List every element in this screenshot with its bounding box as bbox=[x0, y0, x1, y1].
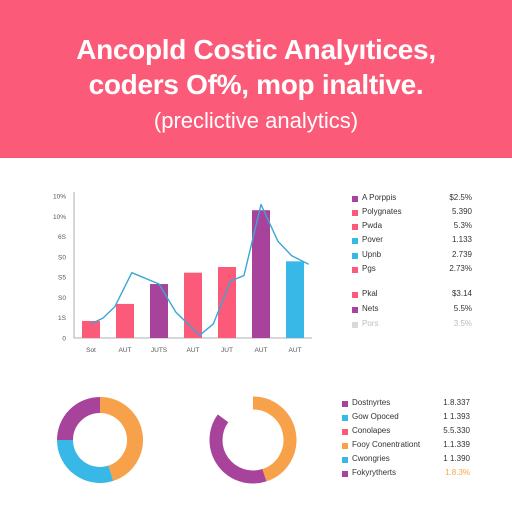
legend-label: Gow Opoced bbox=[352, 412, 399, 421]
page-subtitle: (preclictive analytics) bbox=[153, 108, 359, 133]
legend-label: Conolapes bbox=[352, 426, 391, 435]
legend-label: Fooy Conentrationt bbox=[352, 440, 421, 449]
donut-chart-1-slice-2 bbox=[57, 439, 114, 483]
y-tick-label: S5 bbox=[58, 275, 66, 282]
legend-value: 5.3% bbox=[453, 221, 472, 230]
donut-legend: Dostnyrtes 1.8.337 Gow Opoced 1 1.393 Conola… bbox=[342, 398, 470, 488]
donut-legend-item: Dostnyrtes 1.8.337 bbox=[342, 398, 470, 410]
y-tick-label: 10% bbox=[53, 194, 66, 201]
legend-swatch bbox=[352, 224, 358, 230]
bar-legend-item: Pkal $3.14 bbox=[352, 289, 472, 301]
legend-value: 1 1.390 bbox=[443, 454, 470, 463]
bar-7 bbox=[286, 261, 304, 338]
donut-chart-1-slice-3 bbox=[57, 397, 101, 441]
legend-swatch bbox=[352, 267, 358, 273]
legend-swatch bbox=[352, 322, 358, 328]
y-tick-label: 10% bbox=[53, 214, 66, 221]
x-tick-label: JUTS bbox=[151, 347, 168, 354]
legend-value: 5.5% bbox=[453, 304, 472, 313]
legend-value: 5.390 bbox=[451, 207, 472, 216]
bar-legend-item: Upnb 2.739 bbox=[352, 250, 472, 262]
bar-legend-item: A Porppis $2.5% bbox=[352, 193, 472, 205]
y-tick-label: S0 bbox=[58, 254, 66, 261]
legend-swatch bbox=[352, 196, 358, 202]
legend-swatch bbox=[342, 471, 348, 477]
donut-chart-2 bbox=[209, 396, 297, 484]
donut-chart-1-slice-1 bbox=[99, 397, 143, 481]
page-title-line-1: Ancopld Costic Analyıtices, bbox=[76, 34, 436, 65]
x-tick-label: JUT bbox=[221, 347, 233, 354]
y-tick-label: S0 bbox=[58, 295, 66, 302]
y-tick-label: 6S bbox=[58, 234, 67, 241]
legend-value: 3.5% bbox=[453, 319, 472, 328]
legend-label: Pwda bbox=[362, 221, 383, 230]
donut-chart-2-slice-3 bbox=[217, 396, 254, 423]
legend-value: 2.739 bbox=[451, 250, 472, 259]
bar-legend-item: Pgs 2.73% bbox=[352, 264, 472, 276]
bar-2 bbox=[116, 303, 134, 338]
legend-value: $3.14 bbox=[451, 289, 472, 298]
donut-legend-item: Cwongries 1 1.390 bbox=[342, 454, 470, 466]
header-banner: Ancopld Costic Analyıtices, coders Of%, … bbox=[0, 0, 512, 158]
x-tick-label: Sot bbox=[86, 347, 96, 354]
legend-value: 5.5.330 bbox=[443, 426, 470, 435]
legend-label: Polygnates bbox=[362, 207, 402, 216]
x-tick-label: AUT bbox=[289, 347, 302, 354]
y-tick-label: 0 bbox=[62, 336, 66, 343]
legend-value: 1.8.337 bbox=[443, 398, 470, 407]
bar-legend-item: Pwda 5.3% bbox=[352, 221, 472, 233]
bar-legend-item: Pover 1.133 bbox=[352, 235, 472, 247]
legend-swatch bbox=[352, 307, 358, 313]
legend-label: Pover bbox=[362, 235, 383, 244]
legend-value: 2.73% bbox=[449, 264, 472, 273]
donut-chart-2-slice-1 bbox=[252, 396, 297, 482]
legend-value: 1 1.393 bbox=[443, 412, 470, 421]
legend-label: Dostnyrtes bbox=[352, 398, 391, 407]
legend-label: Fokyrytherts bbox=[352, 468, 397, 477]
legend-label: A Porppis bbox=[362, 193, 397, 202]
legend-swatch bbox=[352, 210, 358, 216]
legend-swatch bbox=[342, 401, 348, 407]
legend-label: Pors bbox=[362, 319, 379, 328]
donut-legend-item: Fooy Conentrationt 1.1.339 bbox=[342, 440, 470, 452]
x-tick-label: AUT bbox=[187, 347, 200, 354]
bar-chart-legend: A Porppis $2.5% Polygnates 5.390 Pwda 5.3% Pov… bbox=[352, 193, 472, 333]
trend-line bbox=[90, 203, 309, 336]
y-tick-label: 1S bbox=[58, 315, 67, 322]
x-tick-label: AUT bbox=[119, 347, 132, 354]
legend-value: 1.1.339 bbox=[443, 440, 470, 449]
legend-value: $2.5% bbox=[449, 193, 472, 202]
bar-6 bbox=[252, 210, 270, 338]
donut-legend-item: Gow Opoced 1 1.393 bbox=[342, 412, 470, 424]
legend-swatch bbox=[352, 292, 358, 298]
donut-legend-item: Conolapes 5.5.330 bbox=[342, 426, 470, 438]
legend-swatch bbox=[342, 457, 348, 463]
bar-3 bbox=[150, 284, 168, 338]
legend-swatch bbox=[352, 253, 358, 259]
donut-legend-item: Fokyrytherts 1.8.3% bbox=[342, 468, 470, 480]
legend-label: Pkal bbox=[362, 289, 378, 298]
legend-label: Pgs bbox=[362, 264, 376, 273]
legend-swatch bbox=[342, 429, 348, 435]
legend-value: 1.8.3% bbox=[445, 468, 470, 477]
legend-value: 1.133 bbox=[451, 235, 472, 244]
legend-swatch bbox=[342, 443, 348, 449]
legend-label: Cwongries bbox=[352, 454, 390, 463]
legend-swatch bbox=[352, 238, 358, 244]
bar-5 bbox=[218, 267, 236, 338]
x-tick-label: AUT bbox=[255, 347, 268, 354]
bar-legend-item: Polygnates 5.390 bbox=[352, 207, 472, 219]
donut-chart-2-slice-2 bbox=[209, 414, 267, 484]
bar-1 bbox=[82, 320, 100, 338]
page-title-line-2: coders Of%, mop inaltive. bbox=[88, 69, 424, 100]
bar-4 bbox=[184, 272, 202, 338]
legend-label: Nets bbox=[362, 304, 379, 313]
donut-chart-1 bbox=[57, 397, 143, 483]
bar-legend-item: Nets 5.5% bbox=[352, 304, 472, 316]
legend-swatch bbox=[342, 415, 348, 421]
bar-legend-item: Pors 3.5% bbox=[352, 319, 472, 331]
legend-label: Upnb bbox=[362, 250, 382, 259]
